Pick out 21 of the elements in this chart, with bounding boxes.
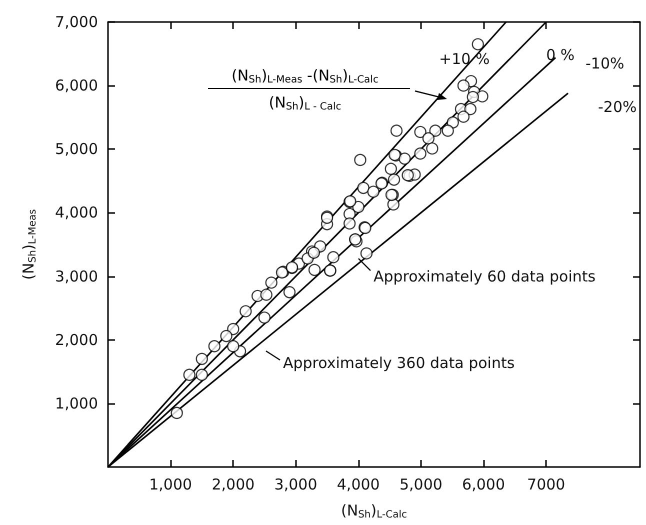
y-axis-title: (NSh)L-Meas	[20, 209, 38, 280]
x-tick-label: 5,000	[399, 476, 442, 494]
annotation: Approximately 60 data points	[373, 268, 596, 286]
y-tick-label: 1,000	[55, 394, 98, 412]
text: -10%	[586, 54, 624, 73]
series-label: +10 %	[439, 50, 490, 68]
legend-label: 0 %	[546, 46, 575, 64]
y-tick-label: 6,000	[55, 76, 98, 95]
y-tick-label: 5,000	[55, 140, 98, 158]
y-tick-label: 4,000	[55, 204, 98, 222]
y-tick-label: 3,000	[55, 267, 98, 286]
annotation: Approximately 360 data points	[283, 354, 515, 372]
legend-label: -20%	[598, 98, 637, 116]
x-tick-label: 3,000	[274, 476, 318, 494]
x-tick-label: 7000	[527, 476, 566, 494]
x-tick-label: 4,000	[336, 476, 380, 494]
x-tick-label: 6,000	[462, 476, 506, 494]
x-tick-label: 2,000	[212, 476, 255, 494]
y-tick-label: 2,000	[55, 330, 98, 349]
y-tick-label: 7,000	[55, 13, 98, 31]
x-tick-label: 1,000	[149, 476, 192, 494]
